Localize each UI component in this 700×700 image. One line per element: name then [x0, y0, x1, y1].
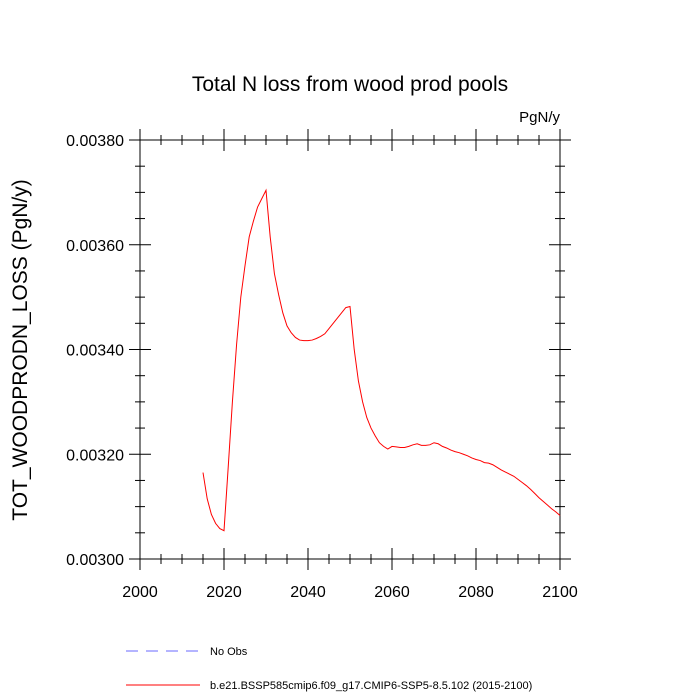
units-label: PgN/y	[519, 109, 560, 126]
y-tick-label: 0.00340	[66, 343, 124, 360]
x-tick-label: 2040	[290, 584, 326, 601]
x-tick-label: 2020	[206, 584, 242, 601]
y-tick-label: 0.00300	[66, 552, 124, 569]
series-line-1	[202, 188, 561, 532]
y-tick-label: 0.00360	[66, 238, 124, 255]
chart-title: Total N loss from wood prod pools	[192, 73, 508, 96]
x-tick-label: 2100	[542, 584, 578, 601]
x-tick-label: 2000	[122, 584, 158, 601]
y-tick-label: 0.00320	[66, 447, 124, 464]
y-tick-label: 0.00380	[66, 133, 124, 150]
x-tick-label: 2060	[374, 584, 410, 601]
x-tick-label: 2080	[458, 584, 494, 601]
y-axis-label: TOT_WOODPRODN_LOSS (PgN/y)	[9, 179, 32, 521]
legend-label-1: b.e21.BSSP585cmip6.f09_g17.CMIP6-SSP5-8.…	[210, 680, 532, 692]
plot-lines	[202, 188, 561, 532]
plot-frame	[139, 139, 561, 560]
legend: No Obs b.e21.BSSP585cmip6.f09_g17.CMIP6-S…	[126, 646, 532, 692]
axes: 2000 2020 2040 2060 2080 2100 0.00300 0.00320 0.…	[66, 129, 578, 601]
legend-label-0: No Obs	[210, 646, 248, 658]
